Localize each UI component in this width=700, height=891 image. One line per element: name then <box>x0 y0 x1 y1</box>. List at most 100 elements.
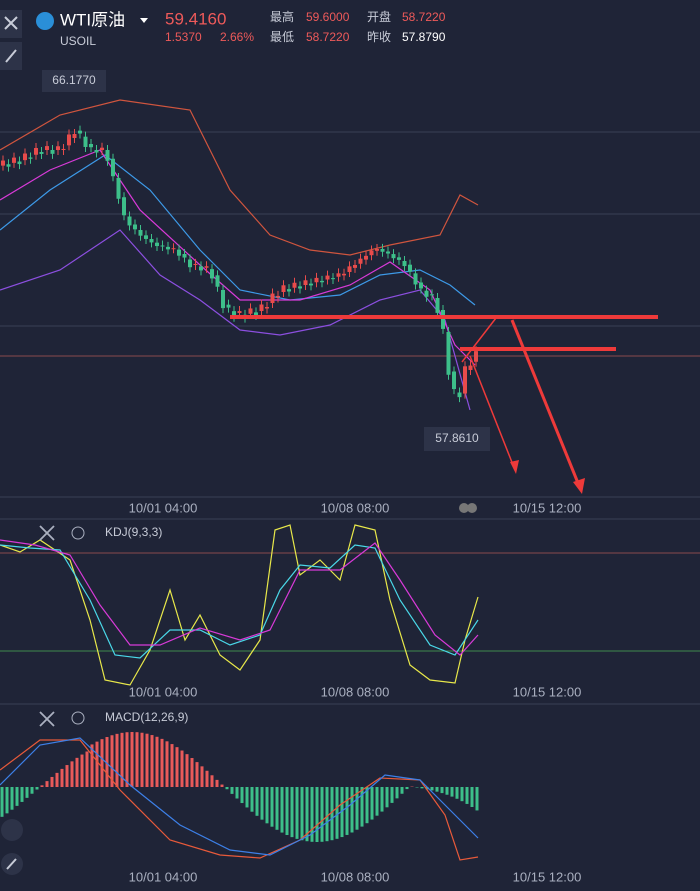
candle-body <box>441 310 445 329</box>
stat-label: 最低 <box>270 30 294 44</box>
histogram-bar <box>240 787 244 804</box>
time-label: 10/15 12:00 <box>513 869 582 884</box>
histogram-bar <box>110 735 114 787</box>
histogram-bar <box>105 737 109 787</box>
candle-body <box>369 250 374 256</box>
histogram-bar <box>220 784 224 787</box>
histogram-bar <box>0 787 4 817</box>
candle-body <box>138 230 143 236</box>
candle-body <box>435 298 440 313</box>
time-label: 10/15 12:00 <box>513 500 582 515</box>
histogram-bar <box>40 785 44 787</box>
histogram-bar <box>230 787 234 794</box>
histogram-bar <box>200 766 204 787</box>
indicators <box>0 99 479 411</box>
candle-body <box>380 248 385 252</box>
histogram-bar <box>135 732 139 787</box>
candle-body <box>452 371 456 390</box>
histogram-bar <box>165 741 169 787</box>
candle-body <box>364 255 368 260</box>
candle-body <box>193 263 198 265</box>
stat-value: 58.7220 <box>306 30 350 44</box>
candle-body <box>265 306 269 309</box>
histogram-bar <box>340 787 344 838</box>
close-panel[interactable] <box>39 711 55 727</box>
histogram-bar <box>420 787 424 789</box>
candle-body <box>215 275 220 287</box>
histogram-bar <box>70 761 74 787</box>
histogram-bar <box>125 732 129 787</box>
stat-value: 58.7220 <box>402 10 446 24</box>
histogram-bar <box>25 787 29 798</box>
histogram-bar <box>430 787 434 791</box>
histogram-bar <box>270 787 274 827</box>
histogram-bar <box>400 787 404 794</box>
histogram-bar <box>300 787 304 841</box>
histogram-bar <box>305 787 309 842</box>
candle-body <box>1 160 5 166</box>
candle-body <box>424 290 429 297</box>
candle-body <box>199 266 203 271</box>
candle-body <box>17 161 22 165</box>
scroll-dot[interactable] <box>459 503 469 513</box>
candle-body <box>457 392 462 398</box>
histogram-bar <box>345 787 349 835</box>
candle-body <box>149 239 154 243</box>
time-label: 10/08 08:00 <box>321 869 390 884</box>
candle-body <box>122 197 126 216</box>
expand-icon <box>5 49 17 63</box>
candle-body <box>358 258 363 264</box>
histogram-bar <box>465 787 469 804</box>
time-label: 10/15 12:00 <box>513 684 582 699</box>
candle-body <box>204 266 209 268</box>
dropdown-arrow[interactable] <box>140 18 148 23</box>
histogram-bar <box>150 735 154 787</box>
histogram-bar <box>225 787 229 790</box>
close-icon <box>4 16 18 30</box>
candle-body <box>61 148 66 150</box>
candles <box>1 125 478 403</box>
candle-body <box>270 293 275 303</box>
histogram-bar <box>130 732 134 787</box>
change-pct: 2.66% <box>220 30 254 44</box>
kdj-lines <box>0 524 479 686</box>
candle-body <box>402 261 407 267</box>
close-panel[interactable] <box>39 525 55 541</box>
histogram-bar <box>380 787 384 812</box>
scroll-dot[interactable] <box>467 503 477 513</box>
low-label: 57.8610 <box>435 431 479 445</box>
price: 59.4160 <box>165 9 226 28</box>
grid <box>0 131 700 705</box>
histogram-bar <box>440 787 444 794</box>
candle-body <box>413 273 418 285</box>
candle-body <box>446 332 451 375</box>
candle-body <box>408 264 412 272</box>
candle-body <box>259 304 264 311</box>
candle-body <box>28 157 33 159</box>
histogram-bar <box>100 739 104 787</box>
histogram-bar <box>355 787 359 830</box>
candle-body <box>188 259 192 268</box>
histogram-bar <box>170 744 174 787</box>
histogram-bar <box>45 781 49 787</box>
histogram-bar <box>5 787 9 814</box>
candle-body <box>155 242 159 247</box>
candle-body <box>248 308 253 314</box>
settings-icon[interactable] <box>71 526 85 540</box>
histogram-bar <box>360 787 364 827</box>
candle-body <box>89 144 93 148</box>
histogram-bar <box>85 751 89 787</box>
tool-button[interactable] <box>1 819 23 841</box>
settings-icon[interactable] <box>71 711 85 725</box>
candle-body <box>45 146 49 150</box>
symbol[interactable]: WTI原油 <box>60 10 125 29</box>
candle-body <box>474 351 478 362</box>
histogram-bar <box>290 787 294 838</box>
histogram-bar <box>95 741 99 787</box>
candle-body <box>116 178 121 199</box>
candle-body <box>281 285 286 292</box>
time-label: 10/08 08:00 <box>321 500 390 515</box>
stat-label: 最高 <box>270 9 294 24</box>
candle-body <box>419 282 423 289</box>
